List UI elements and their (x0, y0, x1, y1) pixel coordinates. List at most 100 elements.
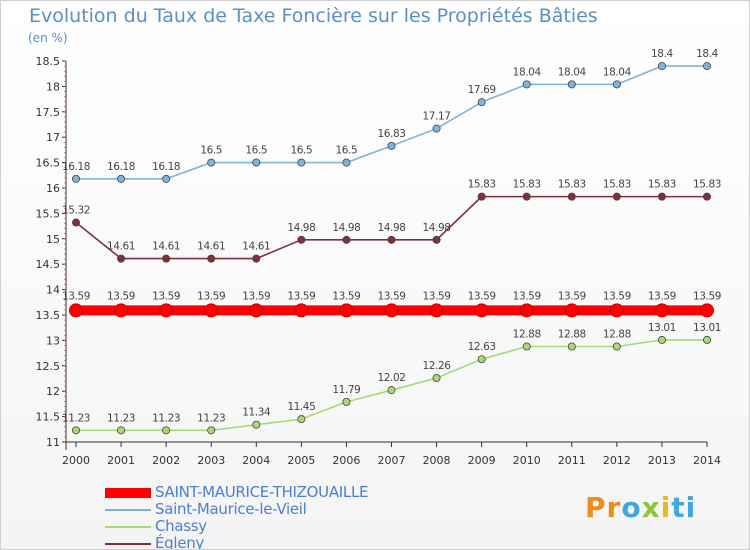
data-label: 16.5 (245, 145, 267, 157)
y-tick-label: 16.5 (36, 157, 61, 170)
x-tick-label: 2011 (558, 454, 586, 467)
data-point (117, 174, 126, 183)
data-point (159, 303, 174, 318)
legend-swatch (105, 543, 151, 545)
data-point (474, 303, 489, 318)
data-label: 15.83 (468, 179, 496, 191)
data-point (612, 192, 621, 201)
data-label: 11.45 (287, 401, 315, 413)
x-tick-label: 2005 (287, 454, 315, 467)
x-tick-label: 2013 (648, 454, 676, 467)
data-point (387, 386, 396, 395)
data-point (657, 192, 666, 201)
data-point (522, 192, 531, 201)
legend-label: SAINT-MAURICE-THIZOUAILLE (155, 483, 369, 501)
data-label: 12.88 (558, 328, 586, 340)
data-point (252, 420, 261, 429)
y-tick-label: 12 (46, 385, 60, 398)
proxiti-logo: Proxiti (585, 491, 697, 524)
x-tick-label: 2010 (513, 454, 541, 467)
data-label: 16.18 (152, 161, 180, 173)
data-point (612, 80, 621, 89)
data-label: 13.59 (468, 290, 496, 302)
data-point (612, 342, 621, 351)
y-tick-label: 18 (46, 80, 60, 93)
data-label: 11.23 (152, 412, 180, 424)
data-point (703, 62, 712, 71)
data-label: 13.59 (287, 290, 315, 302)
data-label: 16.18 (62, 161, 90, 173)
data-label: 13.59 (197, 290, 225, 302)
y-tick-label: 16 (46, 182, 60, 195)
data-point (249, 303, 264, 318)
data-point (657, 62, 666, 71)
data-point (162, 254, 171, 263)
data-label: 15.83 (603, 179, 631, 191)
legend-swatch (105, 526, 151, 528)
y-tick-label: 14.5 (36, 258, 61, 271)
data-point (252, 254, 261, 263)
data-point (342, 158, 351, 167)
data-point (703, 335, 712, 344)
x-tick-label: 2004 (242, 454, 270, 467)
data-point (117, 254, 126, 263)
data-label: 14.61 (152, 241, 180, 253)
data-label: 14.61 (242, 241, 270, 253)
data-label: 13.01 (648, 322, 676, 334)
y-tick-label: 17.5 (36, 106, 61, 119)
data-point (429, 303, 444, 318)
data-point (432, 235, 441, 244)
data-label: 13.59 (423, 290, 451, 302)
data-label: 12.63 (468, 341, 496, 353)
data-point (72, 174, 81, 183)
data-label: 14.98 (423, 222, 451, 234)
data-point (339, 303, 354, 318)
data-label: 13.59 (693, 290, 721, 302)
data-label: 15.32 (62, 205, 90, 217)
data-point (477, 192, 486, 201)
data-point (204, 303, 219, 318)
data-label: 13.59 (648, 290, 676, 302)
data-label: 15.83 (648, 179, 676, 191)
y-tick-label: 13 (46, 334, 60, 347)
y-tick-label: 15 (46, 233, 60, 246)
data-label: 16.5 (200, 145, 222, 157)
x-tick-label: 2006 (332, 454, 360, 467)
data-point (69, 303, 83, 318)
legend-label: Saint-Maurice-le-Vieil (155, 500, 307, 518)
y-unit-label: (en %) (28, 31, 68, 45)
data-point (703, 192, 712, 201)
data-label: 13.59 (377, 290, 405, 302)
data-point (342, 235, 351, 244)
x-tick-label: 2012 (603, 454, 631, 467)
data-point (207, 158, 216, 167)
data-label: 17.69 (468, 84, 496, 96)
data-label: 13.59 (152, 290, 180, 302)
x-tick-label: 2009 (468, 454, 496, 467)
data-label: 14.61 (197, 241, 225, 253)
legend-swatch (105, 509, 151, 511)
y-tick-label: 13.5 (36, 309, 61, 322)
data-point (387, 141, 396, 150)
data-label: 12.02 (377, 372, 405, 384)
x-tick-label: 2000 (62, 454, 90, 467)
data-label: 17.17 (423, 111, 451, 123)
data-label: 13.59 (107, 290, 135, 302)
data-point (342, 397, 351, 406)
data-label: 13.59 (603, 290, 631, 302)
data-point (72, 426, 81, 435)
data-label: 13.59 (62, 290, 90, 302)
data-point (522, 80, 531, 89)
data-label: 18.4 (651, 48, 673, 60)
data-point (297, 415, 306, 424)
data-point (519, 303, 534, 318)
data-point (72, 218, 81, 227)
y-tick-label: 17 (46, 131, 60, 144)
data-point (432, 373, 441, 382)
data-label: 14.98 (332, 222, 360, 234)
data-label: 18.04 (513, 66, 542, 78)
data-label: 13.59 (513, 290, 541, 302)
data-point (162, 174, 171, 183)
x-tick-label: 2001 (107, 454, 135, 467)
data-point (522, 342, 531, 351)
